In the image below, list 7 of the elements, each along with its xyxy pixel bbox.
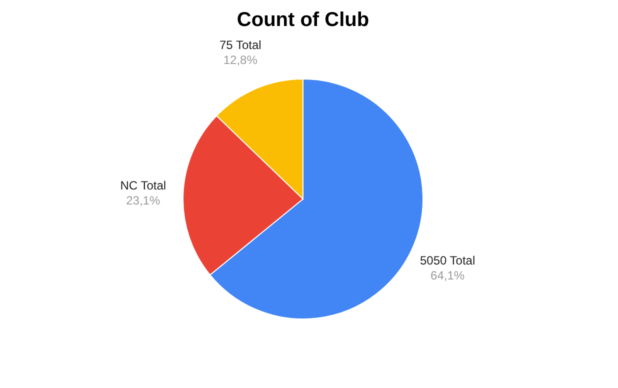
chart-title: Count of Club (236, 9, 370, 31)
slice-label: 75 Total (219, 38, 262, 52)
data-label: 23,1% (126, 193, 160, 208)
data-label: 12,8% (223, 52, 258, 67)
slice-label: NC Total (120, 178, 166, 192)
slice-label: 5050 Total (420, 254, 476, 268)
data-label: 64,1% (430, 268, 465, 283)
